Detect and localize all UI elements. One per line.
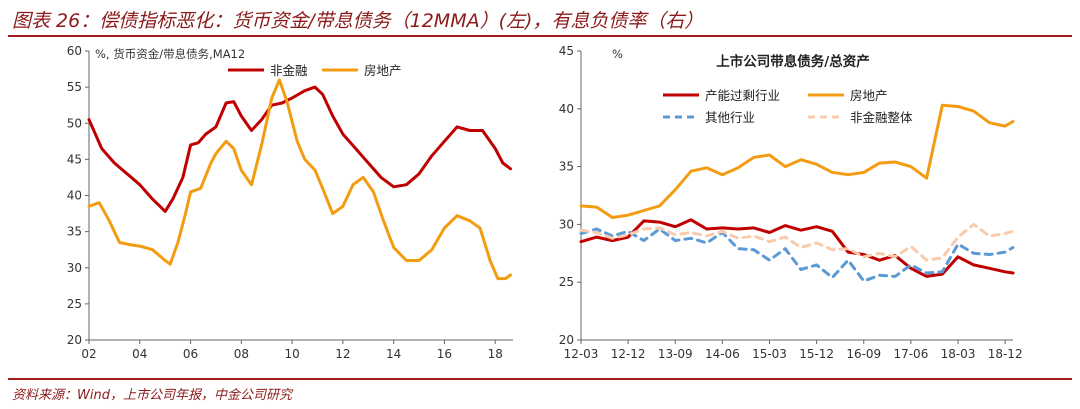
series-line (579, 227, 1015, 283)
series-line (87, 78, 512, 281)
x-tick-label: 04 (132, 347, 147, 361)
y-tick-label: 20 (67, 333, 82, 347)
unit-label: %, 货币资金/带息债务,MA12 (95, 47, 245, 61)
y-tick-label: 35 (67, 225, 82, 239)
legend-label: 房地产 (364, 63, 402, 78)
x-tick-label: 06 (183, 347, 198, 361)
x-tick-label: 08 (234, 347, 249, 361)
figure-title: 图表 26：偿债指标恶化：货币资金/带息债务（12MMA）(左)，有息负债率（右… (12, 10, 704, 32)
x-tick-label: 13-09 (658, 347, 693, 361)
legend-label: 其他行业 (705, 110, 755, 125)
x-tick-label: 15-03 (752, 347, 787, 361)
y-tick-label: 50 (67, 116, 82, 130)
y-tick-label: 25 (67, 297, 82, 311)
legend-label: 房地产 (850, 88, 888, 103)
legend-label: 非金融 (270, 63, 308, 78)
x-tick-label: 14-06 (705, 347, 740, 361)
series-line (579, 222, 1015, 262)
x-tick-label: 15-12 (799, 347, 834, 361)
source-note: 资料来源：Wind，上市公司年报，中金公司研究 (12, 388, 292, 403)
x-tick-label: 12-03 (564, 347, 599, 361)
y-tick-label: 45 (67, 152, 82, 166)
y-tick-label: 40 (559, 102, 574, 116)
y-tick-label: 55 (67, 80, 82, 94)
source-rule (8, 378, 1072, 380)
y-tick-label: 30 (67, 261, 82, 275)
x-tick-label: 10 (284, 347, 299, 361)
y-tick-label: 35 (559, 160, 574, 174)
x-tick-label: 12 (335, 347, 350, 361)
series-line (579, 103, 1015, 219)
x-tick-label: 02 (81, 347, 96, 361)
series-line (579, 218, 1015, 278)
y-tick-label: 25 (559, 275, 574, 289)
y-tick-label: 60 (67, 44, 82, 58)
x-tick-label: 18-12 (988, 347, 1023, 361)
y-tick-label: 30 (559, 217, 574, 231)
x-tick-label: 18 (488, 347, 503, 361)
x-tick-label: 18-03 (941, 347, 976, 361)
x-tick-label: 16 (437, 347, 452, 361)
legend-label: 产能过剩行业 (705, 88, 780, 103)
legend-label: 非金融整体 (850, 110, 913, 125)
y-tick-label: 20 (559, 333, 574, 347)
x-tick-label: 17-06 (893, 347, 928, 361)
y-tick-label: 45 (559, 44, 574, 58)
y-tick-label: 40 (67, 189, 82, 203)
unit-label: % (612, 47, 623, 61)
chart-title: 上市公司带息债务/总资产 (716, 53, 869, 70)
title-rule (8, 35, 1072, 37)
x-tick-label: 16-09 (846, 347, 881, 361)
x-tick-label: 14 (386, 347, 401, 361)
x-tick-label: 12-12 (611, 347, 646, 361)
